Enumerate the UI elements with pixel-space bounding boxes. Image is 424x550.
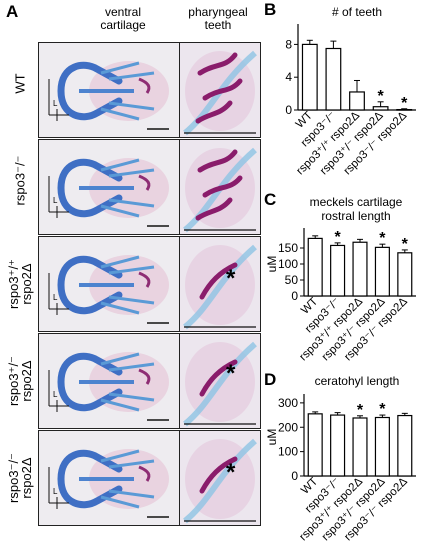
panel-c-letter: C xyxy=(264,190,277,209)
row-label-0: WT xyxy=(12,43,28,123)
row-label-line1: rspo3⁻/⁻ xyxy=(12,155,28,205)
cartilage-stain-drawing xyxy=(39,140,179,234)
row-label-line1: WT xyxy=(12,72,28,94)
bar xyxy=(397,252,413,297)
y-tick-label: 100 xyxy=(278,257,298,271)
teeth-stain-drawing xyxy=(180,237,260,331)
chart-c-title: meckels cartilage rostral length xyxy=(309,195,403,223)
significance-asterisk: * xyxy=(226,265,236,292)
row-label-2: rspo3⁺/⁺ rspo2Δ xyxy=(6,244,34,324)
significance-asterisk: * xyxy=(226,360,236,387)
y-tick-label: 300 xyxy=(278,396,298,410)
bar xyxy=(325,47,342,111)
panel-d-letter: D xyxy=(264,370,277,389)
row-label-4: rspo3⁻/⁻ rspo2Δ xyxy=(6,438,34,518)
y-tick-label: 4 xyxy=(285,70,292,84)
teeth-image: * xyxy=(179,430,261,526)
chart-d-title: ceratohyl length xyxy=(314,374,400,388)
bar xyxy=(374,246,390,297)
cartilage-image: L xyxy=(38,430,180,526)
teeth-stain-drawing xyxy=(180,43,260,137)
length-marker-label: L xyxy=(53,390,58,399)
teeth-image xyxy=(179,139,261,235)
teeth-stain-drawing xyxy=(180,140,260,234)
y-axis-label: uM xyxy=(265,429,279,446)
cartilage-stain-drawing xyxy=(39,237,179,331)
y-tick-label: 8 xyxy=(285,37,292,51)
bar xyxy=(397,414,413,477)
significance-asterisk: * xyxy=(357,402,364,419)
bar xyxy=(330,414,346,477)
length-marker-label: L xyxy=(53,487,58,496)
teeth-stain-drawing xyxy=(180,334,260,428)
y-tick-label: 200 xyxy=(278,420,298,434)
cartilage-stain-drawing xyxy=(39,334,179,428)
y-tick-label: 0 xyxy=(285,103,292,117)
bar xyxy=(352,241,368,297)
bar xyxy=(307,413,323,477)
panel-b-letter: B xyxy=(264,0,277,19)
significance-asterisk: * xyxy=(402,236,409,253)
cartilage-image: L xyxy=(38,139,180,235)
cartilage-stain-drawing xyxy=(39,431,179,525)
teeth-image xyxy=(179,42,261,138)
teeth-stain-drawing xyxy=(180,431,260,525)
cartilage-stain-drawing xyxy=(39,43,179,137)
significance-asterisk: * xyxy=(379,230,386,247)
length-marker-label: L xyxy=(53,99,58,108)
column-header-pharyngeal-teeth: pharyngeal teeth xyxy=(188,5,248,32)
bar xyxy=(301,43,318,111)
cartilage-image: L xyxy=(38,333,180,429)
bar xyxy=(349,91,365,111)
teeth-image: * xyxy=(179,236,261,332)
y-tick-label: 150 xyxy=(278,241,298,255)
length-marker-label: L xyxy=(53,293,58,302)
significance-asterisk: * xyxy=(379,401,386,418)
bar xyxy=(307,237,323,297)
bar xyxy=(374,416,390,477)
row-label-1: rspo3⁻/⁻ xyxy=(12,140,28,220)
row-label-line2: rspo2Δ xyxy=(19,359,34,402)
significance-asterisk: * xyxy=(334,229,341,246)
panel-a-letter: A xyxy=(6,2,19,21)
row-label-line2: rspo2Δ xyxy=(19,456,34,499)
significance-asterisk: * xyxy=(377,88,384,105)
bar xyxy=(352,417,368,477)
row-label-line2: rspo2Δ xyxy=(19,262,34,305)
y-tick-label: 0 xyxy=(291,469,298,483)
cartilage-image: L xyxy=(38,236,180,332)
row-label-3: rspo3⁺/⁻ rspo2Δ xyxy=(6,341,34,421)
bar xyxy=(372,106,389,111)
y-tick-label: 0 xyxy=(291,289,298,303)
y-tick-label: 100 xyxy=(278,445,298,459)
length-marker-label: L xyxy=(53,196,58,205)
bar xyxy=(330,244,346,297)
y-axis-label: uM xyxy=(265,256,279,273)
y-tick-label: 50 xyxy=(285,273,299,287)
significance-asterisk: * xyxy=(226,459,236,486)
cartilage-image: L xyxy=(38,42,180,138)
significance-asterisk: * xyxy=(401,95,408,112)
teeth-image: * xyxy=(179,333,261,429)
column-header-ventral-cartilage: ventral cartilage xyxy=(100,5,146,32)
chart-b-title: # of teeth xyxy=(331,5,383,19)
